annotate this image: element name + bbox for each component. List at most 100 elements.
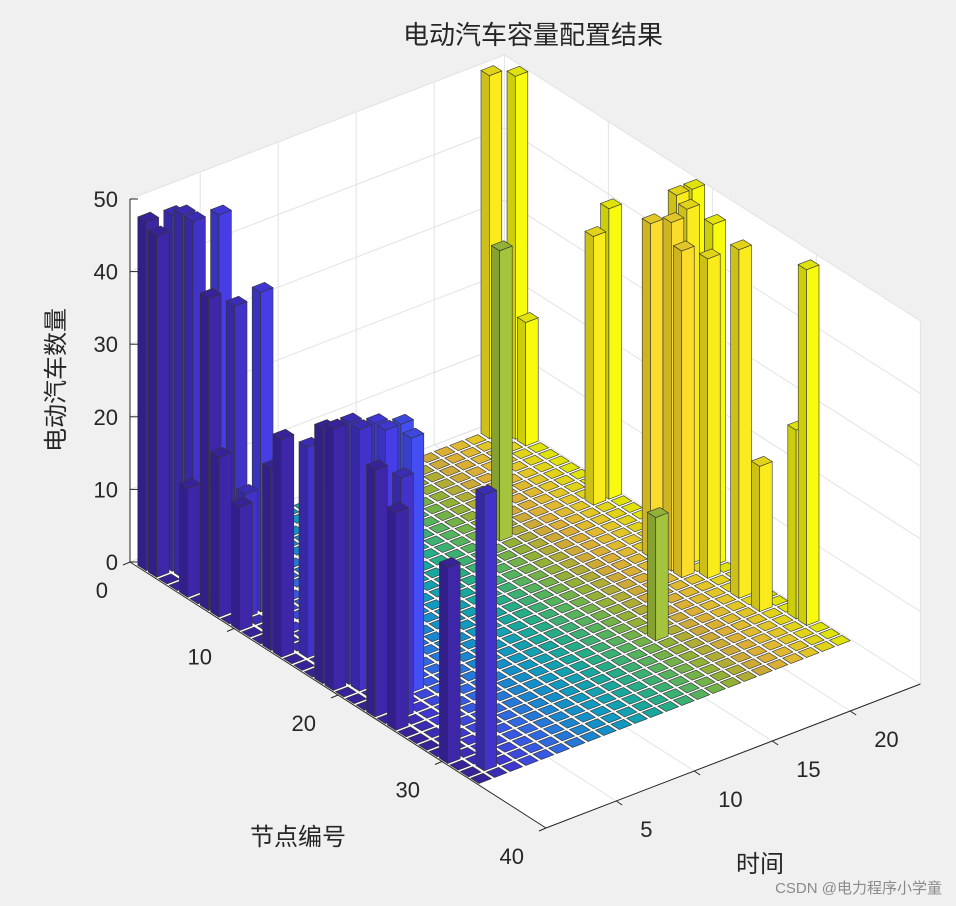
bar-top-face bbox=[579, 603, 602, 615]
bar bbox=[428, 522, 451, 534]
bar-front-face bbox=[806, 264, 820, 626]
bar-top-face bbox=[558, 653, 581, 665]
bar-top-face bbox=[511, 480, 534, 491]
bar-top-face bbox=[449, 759, 472, 771]
bar bbox=[495, 645, 519, 657]
bar bbox=[688, 625, 711, 636]
bar bbox=[750, 665, 773, 676]
bar bbox=[761, 607, 784, 619]
bar bbox=[735, 671, 758, 682]
bar bbox=[443, 516, 467, 528]
bar bbox=[553, 570, 576, 582]
bar-top-face bbox=[589, 577, 612, 589]
y-axis-label: 节点编号 bbox=[250, 824, 346, 851]
z-tick-label: 10 bbox=[94, 477, 118, 502]
bar bbox=[558, 462, 581, 473]
bar bbox=[547, 615, 571, 627]
bar bbox=[724, 664, 747, 676]
bar bbox=[506, 620, 529, 632]
bar-side-face bbox=[147, 230, 157, 578]
bar bbox=[532, 685, 555, 696]
bar-top-face bbox=[735, 607, 758, 618]
bar-top-face bbox=[719, 677, 742, 688]
bar-top-face bbox=[501, 665, 524, 676]
bar bbox=[625, 649, 649, 660]
bar bbox=[651, 681, 675, 693]
bar-top-face bbox=[469, 773, 493, 784]
bar-top-face bbox=[501, 601, 524, 613]
bar bbox=[584, 654, 607, 666]
bar bbox=[516, 595, 539, 607]
bar-top-face bbox=[459, 478, 482, 490]
bar-front-face bbox=[525, 317, 539, 447]
bar-top-face bbox=[620, 565, 643, 577]
bar bbox=[625, 681, 649, 692]
bar bbox=[605, 571, 628, 583]
bar bbox=[594, 501, 617, 513]
bar-top-face bbox=[625, 713, 649, 724]
bar-top-face bbox=[506, 684, 529, 696]
bar-top-face bbox=[147, 225, 170, 237]
bar bbox=[568, 724, 591, 736]
bar-top-face bbox=[563, 545, 586, 557]
bar-top-face bbox=[537, 576, 560, 588]
bar-top-face bbox=[672, 631, 695, 642]
bar bbox=[428, 490, 451, 502]
bar bbox=[589, 705, 612, 717]
bar bbox=[693, 676, 716, 688]
bar bbox=[464, 434, 487, 446]
bar-top-face bbox=[802, 634, 825, 646]
bar-top-face bbox=[521, 454, 545, 466]
bar-front-face bbox=[707, 253, 721, 579]
bar-top-face bbox=[703, 651, 727, 662]
bar-front-face bbox=[374, 464, 388, 718]
bar bbox=[558, 494, 581, 505]
bar-top-face bbox=[501, 729, 524, 740]
bar bbox=[563, 545, 586, 557]
bar-top-face bbox=[438, 497, 461, 509]
bar-top-face bbox=[599, 680, 623, 692]
y-tick bbox=[122, 561, 131, 566]
bar bbox=[766, 627, 789, 638]
bar-top-face bbox=[495, 645, 519, 657]
bar bbox=[573, 711, 597, 723]
bar bbox=[495, 709, 519, 721]
bar-side-face bbox=[324, 423, 334, 691]
bar bbox=[740, 626, 763, 638]
bar-top-face bbox=[423, 471, 446, 483]
bar-front-face bbox=[395, 507, 409, 731]
bar-top-face bbox=[584, 622, 607, 634]
bar-top-face bbox=[542, 627, 565, 639]
bar-top-face bbox=[610, 623, 633, 634]
bar-top-face bbox=[527, 506, 550, 517]
bar-top-face bbox=[761, 607, 784, 619]
bar bbox=[516, 312, 539, 447]
bar bbox=[594, 565, 617, 577]
bar-top-face bbox=[521, 678, 545, 690]
bar bbox=[475, 484, 498, 772]
bar-side-face bbox=[797, 263, 807, 627]
bar bbox=[573, 552, 597, 563]
bar-top-face bbox=[605, 540, 628, 551]
bar-top-face bbox=[506, 620, 529, 632]
bar-side-face bbox=[699, 253, 709, 579]
bar-side-face bbox=[730, 243, 740, 599]
tick-labels: 0 10 20 30 40 50 0 10 20 30 40 5 10 15 20 bbox=[94, 187, 899, 869]
bar-top-face bbox=[688, 689, 711, 700]
bar-top-face bbox=[521, 550, 545, 562]
bar-top-face bbox=[698, 599, 721, 611]
bar bbox=[547, 487, 571, 499]
bar-top-face bbox=[527, 729, 550, 741]
bar bbox=[527, 538, 550, 549]
bar-top-face bbox=[532, 557, 555, 569]
bar bbox=[443, 452, 467, 464]
bar bbox=[693, 644, 716, 656]
bar bbox=[563, 577, 586, 589]
bar-top-face bbox=[412, 688, 435, 700]
bar-top-face bbox=[542, 723, 565, 735]
bar-top-face bbox=[584, 686, 607, 698]
bar bbox=[755, 652, 779, 664]
bar-top-face bbox=[537, 544, 560, 556]
bar-top-face bbox=[558, 589, 581, 601]
bar-side-face bbox=[137, 216, 147, 572]
